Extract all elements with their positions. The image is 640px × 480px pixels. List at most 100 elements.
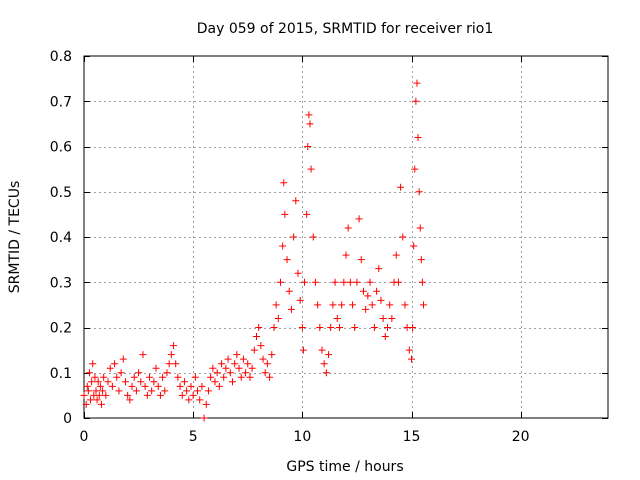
x-tick-label: 20 xyxy=(512,429,530,445)
data-point xyxy=(106,364,114,372)
data-point xyxy=(306,120,314,128)
data-point xyxy=(290,233,298,241)
data-point xyxy=(178,391,186,399)
data-point xyxy=(174,373,182,381)
data-point xyxy=(167,351,175,359)
data-point xyxy=(163,369,171,377)
data-point xyxy=(287,305,295,313)
data-point xyxy=(270,324,278,331)
data-point xyxy=(263,360,271,368)
data-point xyxy=(198,382,206,390)
data-point xyxy=(218,360,226,368)
data-point xyxy=(335,324,343,331)
data-point xyxy=(311,278,319,286)
data-point xyxy=(410,242,418,250)
data-point xyxy=(250,346,258,354)
data-point xyxy=(165,360,173,368)
data-point xyxy=(89,360,97,368)
data-point xyxy=(121,378,129,386)
y-tick-label: 0.2 xyxy=(50,321,72,337)
data-point xyxy=(94,378,102,386)
data-point xyxy=(252,333,260,341)
data-point xyxy=(397,183,405,191)
data-point xyxy=(97,400,105,408)
data-point xyxy=(268,351,276,359)
data-point xyxy=(329,301,337,309)
data-point xyxy=(353,278,361,286)
data-point xyxy=(257,342,265,350)
data-point xyxy=(248,364,256,372)
data-point xyxy=(280,179,288,187)
data-point xyxy=(93,396,101,404)
data-point xyxy=(96,382,104,390)
data-point xyxy=(220,373,228,381)
data-point xyxy=(88,378,96,386)
data-point xyxy=(418,278,426,286)
data-point xyxy=(95,391,103,399)
data-point xyxy=(132,387,140,395)
data-point xyxy=(327,324,335,331)
data-point xyxy=(87,396,95,404)
y-tick-labels: 0 0.1 0.2 0.3 0.4 0.5 0.6 0.7 0.8 xyxy=(50,49,72,427)
data-point xyxy=(338,301,346,309)
x-tick-label: 15 xyxy=(403,429,421,445)
data-point xyxy=(196,396,204,404)
data-point xyxy=(115,387,123,395)
data-point xyxy=(377,296,385,304)
data-point xyxy=(137,378,145,386)
data-point xyxy=(113,373,121,381)
data-point xyxy=(285,287,293,295)
data-point xyxy=(150,378,158,386)
data-point xyxy=(170,342,178,350)
data-point xyxy=(274,314,282,322)
data-point xyxy=(392,251,400,259)
data-point xyxy=(333,314,341,322)
data-point xyxy=(320,360,328,368)
data-point xyxy=(185,396,193,404)
data-point xyxy=(231,360,239,368)
data-point xyxy=(204,387,212,395)
data-point xyxy=(301,278,309,286)
data-point xyxy=(303,210,311,218)
data-point xyxy=(183,387,191,395)
y-axis-title: SRMTID / TECUs xyxy=(7,181,23,294)
data-point xyxy=(342,251,350,259)
data-point xyxy=(420,301,428,309)
data-point xyxy=(412,97,420,105)
data-point xyxy=(180,378,188,386)
data-point xyxy=(143,391,151,399)
data-point xyxy=(281,210,289,218)
data-point xyxy=(80,391,88,399)
data-point xyxy=(314,301,322,309)
data-point xyxy=(135,369,143,377)
data-point xyxy=(146,373,153,381)
data-point xyxy=(383,324,391,331)
data-point xyxy=(244,360,252,368)
data-point xyxy=(266,373,274,381)
data-point xyxy=(207,373,215,381)
data-point xyxy=(124,391,132,399)
data-point xyxy=(119,355,127,363)
y-tick-label: 0.3 xyxy=(50,275,72,291)
data-point xyxy=(416,224,424,232)
data-point xyxy=(362,305,370,313)
data-point xyxy=(305,111,313,119)
data-point xyxy=(189,391,197,399)
data-point xyxy=(394,278,402,286)
data-point xyxy=(283,256,291,264)
data-point xyxy=(349,301,357,309)
x-tick-labels: 0 5 10 15 20 xyxy=(80,429,530,445)
y-tick-label: 0 xyxy=(63,411,72,427)
data-point xyxy=(259,355,267,363)
data-point xyxy=(156,391,164,399)
data-point xyxy=(108,382,116,390)
data-point xyxy=(84,387,92,395)
data-point xyxy=(91,373,99,381)
x-tick-label: 5 xyxy=(189,429,198,445)
data-point xyxy=(237,373,245,381)
y-tick-label: 0.4 xyxy=(50,230,72,246)
data-point xyxy=(224,355,232,363)
grid-lines xyxy=(84,56,608,418)
y-tick-label: 0.8 xyxy=(50,49,72,65)
